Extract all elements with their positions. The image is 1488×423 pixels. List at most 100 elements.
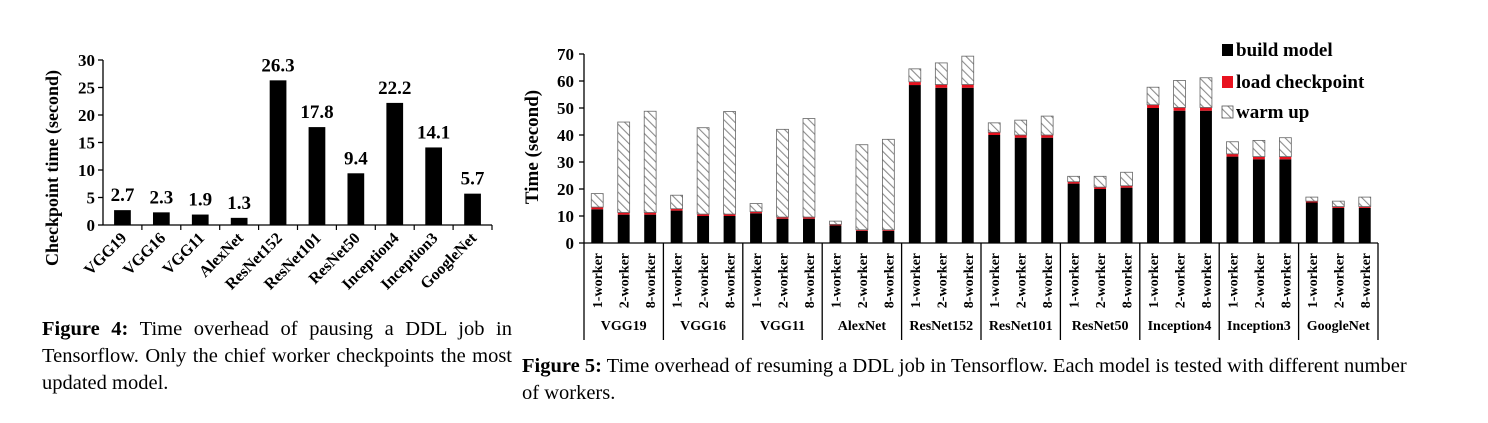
fig5-bar-warm-up <box>696 127 710 215</box>
fig5-legend: build model load checkpoint warm up <box>1221 40 1365 123</box>
fig5-bar-build-model <box>803 218 815 243</box>
fig5-bar-build-model <box>644 214 657 243</box>
fig5-bar-warm-up <box>1252 139 1266 157</box>
fig5-bar-warm-up <box>908 68 922 83</box>
fig5-bar-load-checkpoint <box>591 207 604 210</box>
fig5-legend-label: build model <box>1236 40 1333 61</box>
fig4-data-label: 1.9 <box>188 190 212 211</box>
fig5-bar-load-checkpoint <box>988 132 1001 135</box>
fig5-worker-label: 2-worker <box>1332 253 1347 308</box>
fig5-bar-warm-up <box>1279 137 1292 157</box>
fig4-bar <box>269 80 287 225</box>
fig5-bar-load-checkpoint <box>1147 104 1159 108</box>
fig5-group-label: VGG16 <box>680 319 726 334</box>
fig5-worker-label: 8-worker <box>882 253 897 308</box>
fig4-data-label: 1.3 <box>227 193 251 214</box>
fig5-bar-build-model <box>1200 110 1212 243</box>
fig5-worker-label: 8-worker <box>1279 253 1294 308</box>
fig5-y-tick-label: 40 <box>557 126 574 145</box>
fig4-bar <box>308 127 326 225</box>
fig5-worker-label: 2-worker <box>618 253 633 308</box>
figure-4-label: Figure 4: <box>42 318 129 340</box>
fig4-y-tick-label: 10 <box>78 161 95 180</box>
fig4-bar <box>347 173 365 225</box>
fig5-bar-build-model <box>988 135 1001 243</box>
fig5-worker-label: 2-worker <box>1015 253 1030 308</box>
fig5-bar-warm-up <box>855 144 869 231</box>
fig4-bar <box>464 193 481 225</box>
fig5-bar-warm-up <box>590 193 604 208</box>
fig5-bar-build-model <box>1067 183 1080 243</box>
fig5-bar-build-model <box>776 218 789 243</box>
fig5-bar-load-checkpoint <box>1173 107 1186 111</box>
fig5-bar-load-checkpoint <box>1041 135 1054 138</box>
fig5-worker-label: 1-worker <box>909 253 924 308</box>
fig5-bar-build-model <box>829 225 842 243</box>
fig4-data-label: 17.8 <box>300 102 333 123</box>
fig5-bar-warm-up <box>1067 175 1080 183</box>
fig5-bar-warm-up <box>1040 115 1054 136</box>
fig5-bar-build-model <box>908 85 921 243</box>
fig4-y-tick-label: 30 <box>78 51 95 70</box>
fig5-bar-load-checkpoint <box>908 81 921 86</box>
fig5-worker-label: 2-worker <box>1094 253 1109 308</box>
figure-5-caption-text: Time overhead of resuming a DDL job in T… <box>522 355 1407 404</box>
fig5-legend-swatch <box>1222 76 1233 88</box>
fig5-worker-label: 8-worker <box>962 253 977 308</box>
fig4-data-label: 22.2 <box>378 78 411 99</box>
fig5-bar-warm-up <box>1093 175 1107 188</box>
fig5-bar-warm-up <box>961 55 975 85</box>
fig5-bar-build-model <box>1041 137 1054 243</box>
fig5-bar-load-checkpoint <box>697 214 710 216</box>
fig5-y-axis: 0 10 20 30 40 50 60 70 <box>557 45 585 253</box>
fig5-worker-label: 8-worker <box>724 253 739 308</box>
fig4-y-tick-label: 0 <box>87 216 96 235</box>
fig4-data-label: 2.3 <box>149 187 173 208</box>
fig5-worker-label: 8-worker <box>1359 253 1374 308</box>
fig5-worker-label: 1-worker <box>829 253 844 308</box>
fig5-legend-swatch <box>1221 105 1234 119</box>
fig5-worker-label: 1-worker <box>671 253 686 308</box>
fig5-bar-build-model <box>1014 137 1027 243</box>
fig5-bar-warm-up <box>882 138 895 231</box>
fig5-bar-warm-up <box>1173 80 1186 108</box>
fig5-group-label: ResNet152 <box>909 319 973 334</box>
fig5-bar-warm-up <box>1305 196 1319 202</box>
fig5-bar-build-model <box>1252 159 1265 243</box>
fig4-x-tick-label: VGG19 <box>81 230 130 279</box>
fig5-bar-build-model <box>1358 207 1371 243</box>
fig4-data-label: 14.1 <box>417 122 450 143</box>
fig4-bar <box>386 102 404 225</box>
fig5-bar-build-model <box>1094 189 1107 243</box>
figure-4-chart: Checkpoint time (second) 0 5 10 15 20 25 30 2.… <box>42 51 493 293</box>
figure-5-label: Figure 5: <box>522 355 602 377</box>
fig5-bar-build-model <box>1226 156 1239 243</box>
fig5-bar-warm-up <box>829 220 842 225</box>
fig5-worker-label: 8-worker <box>644 253 659 308</box>
fig5-bar-warm-up <box>617 121 631 213</box>
fig4-x-tick-label: VGG16 <box>120 230 169 279</box>
fig4-x-axis: VGG19VGG16VGG11AlexNetResNet152ResNet101… <box>81 224 493 293</box>
fig5-bar-warm-up <box>934 62 948 85</box>
fig5-legend-label: warm up <box>1236 102 1309 123</box>
fig5-bar-warm-up <box>643 110 657 213</box>
fig5-bar-load-checkpoint <box>882 229 895 231</box>
fig5-bar-warm-up <box>1120 171 1133 187</box>
figure-5-caption: Figure 5: Time overhead of resuming a DD… <box>522 353 1422 407</box>
fig5-bar-build-model <box>750 213 762 243</box>
fig5-bar-build-model <box>591 209 604 243</box>
fig5-bar-load-checkpoint <box>1200 107 1212 111</box>
fig5-worker-label: 1-worker <box>1226 253 1241 308</box>
fig4-bars <box>114 80 481 225</box>
fig5-bar-load-checkpoint <box>1120 185 1133 188</box>
fig5-y-tick-label: 20 <box>557 180 574 199</box>
fig5-worker-label: 1-worker <box>988 253 1003 308</box>
fig5-worker-label: 2-worker <box>935 253 950 308</box>
fig5-y-tick-label: 0 <box>566 234 575 253</box>
fig5-bar-load-checkpoint <box>1067 181 1080 184</box>
fig5-group-label: Inception4 <box>1148 319 1212 334</box>
fig5-worker-label: 8-worker <box>1200 253 1215 308</box>
fig5-worker-label: 2-worker <box>777 253 792 308</box>
fig4-data-label: 2.7 <box>111 185 135 206</box>
fig5-group-label: ResNet101 <box>989 319 1053 334</box>
